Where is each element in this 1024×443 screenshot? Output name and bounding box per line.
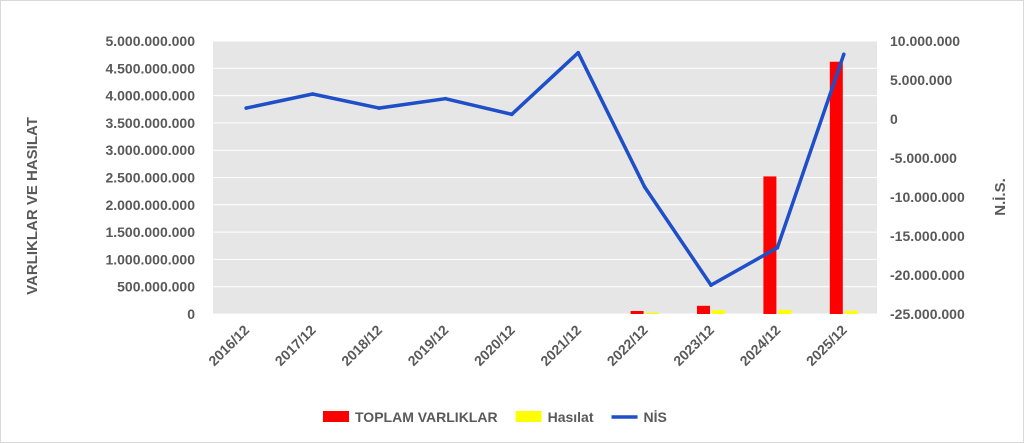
y2-tick-label: 10.000.000 <box>890 33 960 49</box>
y2-tick-label: -10.000.000 <box>890 189 965 205</box>
x-tick-label: 2016/12 <box>205 322 252 369</box>
line-layer <box>244 50 846 287</box>
bar-hasilat <box>712 310 725 314</box>
legend-swatch <box>515 411 542 422</box>
y-tick-label: 3.000.000.000 <box>105 142 195 158</box>
x-tick-label: 2023/12 <box>670 322 717 369</box>
y-tick-label: 1.500.000.000 <box>105 224 195 240</box>
bar-hasilat <box>645 312 659 314</box>
y-tick-label: 5.000.000.000 <box>105 33 195 49</box>
y2-tick-label: 5.000.000 <box>890 72 952 88</box>
y-tick-label: 2.000.000.000 <box>105 197 195 213</box>
legend-label: TOPLAM VARLIKLAR <box>355 409 498 425</box>
y-axis-title: VARLIKLAR VE HASILAT <box>24 117 41 295</box>
x-axis-ticks: 2016/12 2017/12 2018/12 2019/12 2020/12 2021/… <box>205 322 850 369</box>
x-tick-label: 2024/12 <box>736 322 783 369</box>
y-tick-label: 2.500.000.000 <box>105 170 195 186</box>
bar-toplam-varliklar <box>697 305 710 314</box>
x-tick-label: 2022/12 <box>604 322 651 369</box>
y2-axis-ticks: 10.000.000 5.000.000 0 -5.000.000 -10.000.00… <box>890 33 965 322</box>
y-tick-label: 0 <box>187 306 195 322</box>
line-point <box>510 112 514 117</box>
y2-axis-title: N.İ.S. <box>992 178 1009 216</box>
y2-tick-label: -5.000.000 <box>890 150 957 166</box>
y2-tick-label: -25.000.000 <box>890 306 965 322</box>
legend: TOPLAM VARLIKLAR Hasılat NİS <box>323 409 667 425</box>
y-tick-label: 1.000.000.000 <box>105 251 195 267</box>
y-tick-label: 3.500.000.000 <box>105 115 195 131</box>
line-point <box>244 106 248 110</box>
bar-toplam-varliklar <box>829 61 843 314</box>
line-point <box>310 92 315 96</box>
line-point <box>443 96 448 101</box>
bar-toplam-varliklar <box>763 176 777 314</box>
legend-label: NİS <box>644 409 667 425</box>
series-line-nis <box>245 50 846 287</box>
x-tick-label: 2018/12 <box>338 322 385 369</box>
line-point <box>709 283 713 287</box>
y2-tick-label: -15.000.000 <box>890 228 965 244</box>
legend-swatch <box>323 411 349 422</box>
x-tick-label: 2025/12 <box>803 322 850 369</box>
y-axis-ticks: 5.000.000.000 4.500.000.000 4.000.000.000 3… <box>105 33 195 322</box>
bar-toplam-varliklar <box>630 310 644 314</box>
x-tick-label: 2019/12 <box>404 322 451 369</box>
y-tick-label: 4.500.000.000 <box>105 60 195 76</box>
line-point <box>377 106 381 110</box>
legend-label: Hasılat <box>548 409 594 425</box>
y-tick-label: 500.000.000 <box>117 279 195 295</box>
x-tick-label: 2020/12 <box>471 322 518 369</box>
line-point <box>842 52 846 57</box>
x-tick-label: 2017/12 <box>272 322 319 369</box>
line-point <box>576 50 580 55</box>
line-point <box>642 185 647 189</box>
y-tick-label: 4.000.000.000 <box>105 88 195 104</box>
bars <box>630 61 858 314</box>
y2-tick-label: -20.000.000 <box>890 267 965 283</box>
line-point <box>775 245 780 250</box>
bar-hasilat <box>844 310 858 314</box>
y2-tick-label: 0 <box>890 111 898 127</box>
bar-hasilat <box>778 309 792 314</box>
x-tick-label: 2021/12 <box>537 322 584 369</box>
